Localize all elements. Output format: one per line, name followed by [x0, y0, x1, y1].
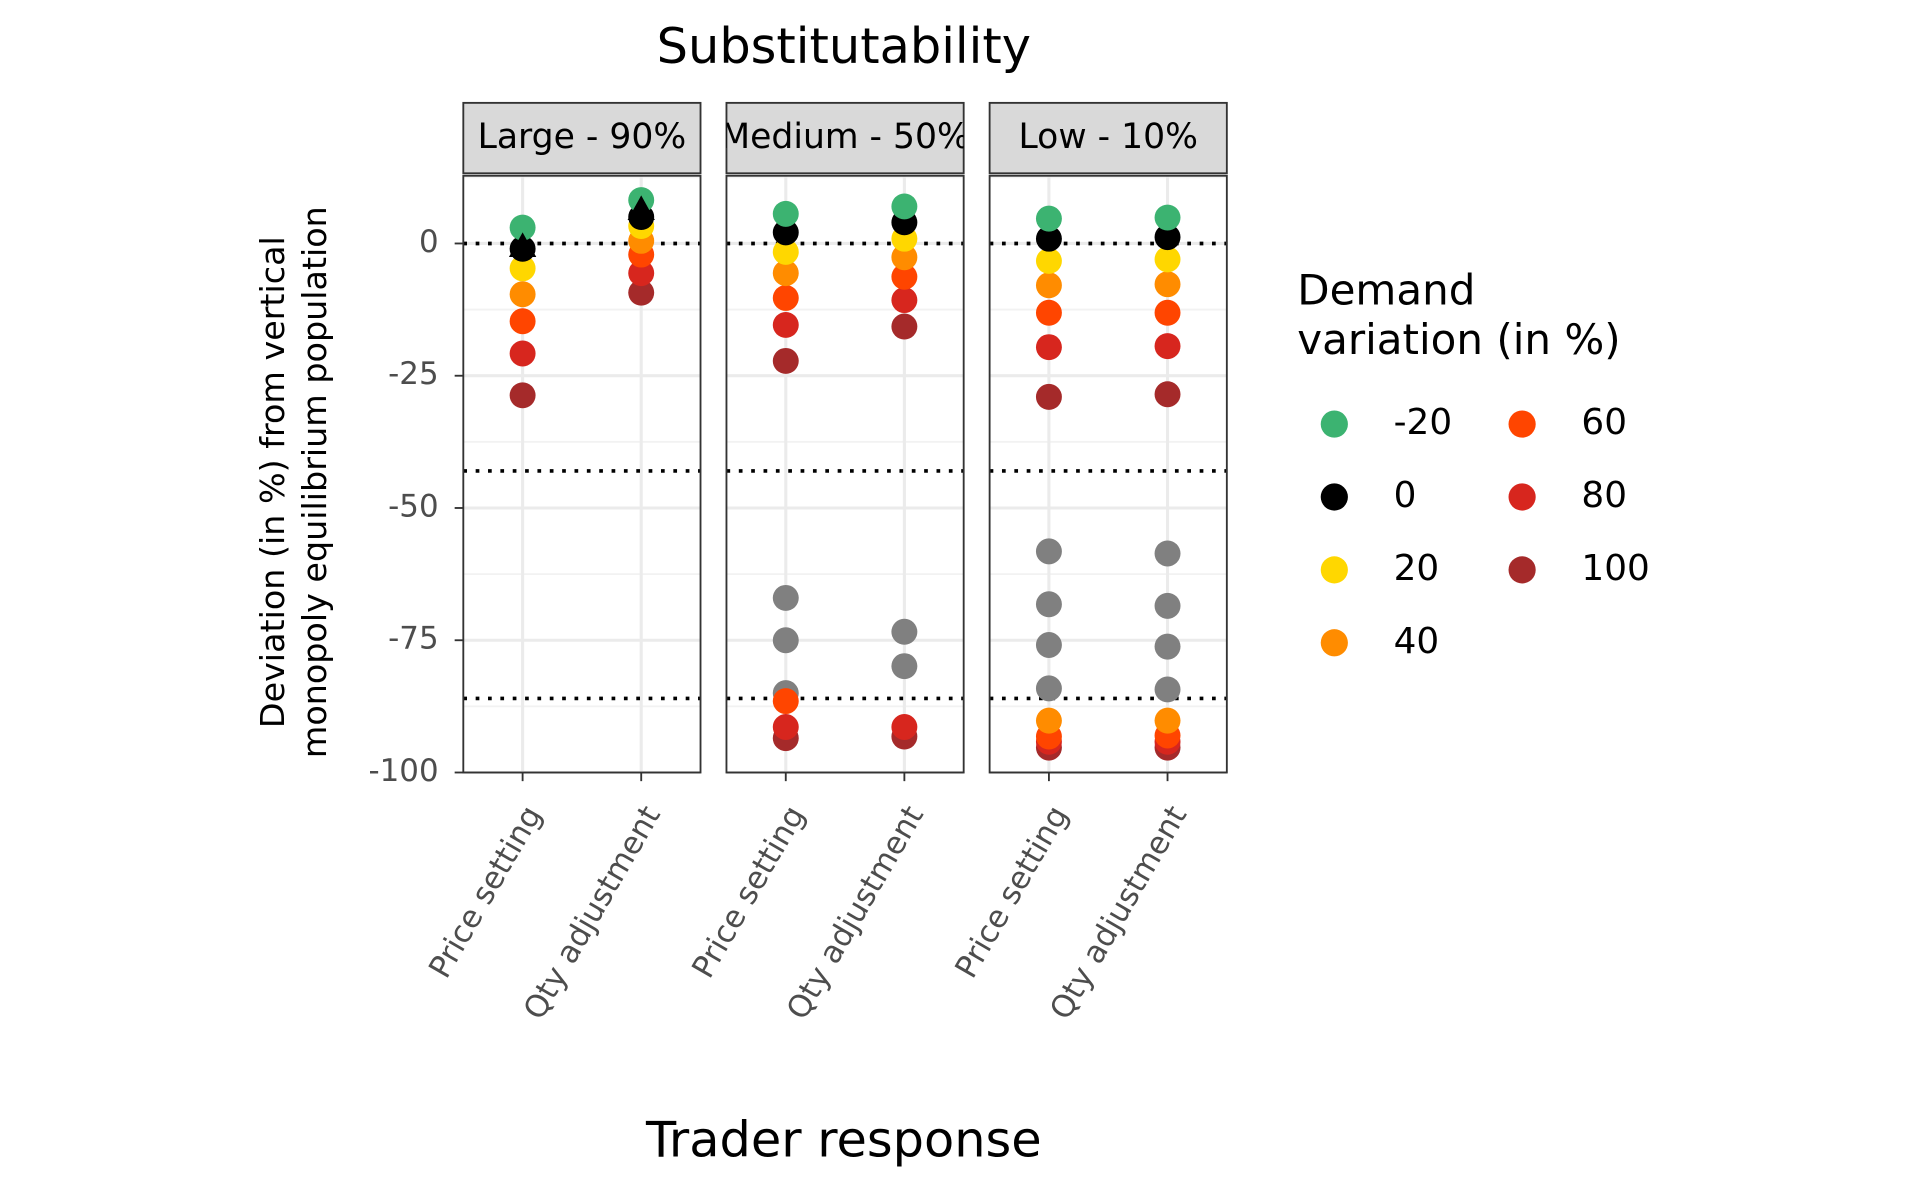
point: [772, 347, 799, 374]
point: [1035, 272, 1062, 299]
point: [1154, 271, 1181, 298]
panel-border: [725, 174, 965, 774]
y-axis-title: Deviation (in %) from vertical monopoly …: [253, 206, 334, 758]
point: [772, 714, 799, 740]
point: [628, 260, 655, 287]
point: [1035, 538, 1062, 565]
point: [1035, 299, 1062, 326]
point: [891, 653, 918, 680]
y-tick-label: -75: [388, 621, 438, 657]
point: [891, 244, 918, 271]
y-tick-label: 0: [419, 224, 439, 260]
x-tick-label: Price setting: [685, 800, 812, 984]
point: [1154, 204, 1181, 231]
point: [1154, 633, 1181, 660]
y-axis-title-line: Deviation (in %) from vertical: [253, 236, 292, 728]
point: [891, 287, 918, 314]
point: [1154, 676, 1181, 703]
point: [1035, 707, 1062, 734]
chart-title: Substitutability: [657, 17, 1031, 75]
triangle-point: [627, 195, 655, 221]
point: [1035, 205, 1062, 232]
panel-border: [988, 174, 1228, 774]
point: [509, 255, 536, 282]
legend-title: variation (in %): [1297, 315, 1620, 364]
point: [628, 279, 655, 306]
point: [891, 618, 918, 645]
point: [772, 284, 799, 311]
point: [1035, 675, 1062, 702]
point: [772, 260, 799, 287]
point: [1035, 632, 1062, 658]
y-tick-label: -100: [369, 753, 439, 789]
point: [509, 308, 536, 335]
point: [509, 214, 536, 241]
point: [1035, 247, 1062, 274]
point: [772, 311, 799, 338]
strip-label: Large - 90%: [478, 117, 687, 157]
legend-marker: [1320, 556, 1348, 584]
point: [891, 714, 918, 740]
point: [1154, 381, 1181, 408]
strip: [725, 101, 965, 175]
panel-border: [462, 174, 702, 774]
point: [509, 382, 536, 409]
legend-marker: [1320, 483, 1348, 511]
point: [1035, 591, 1062, 618]
strip-label: Low - 10%: [1019, 117, 1198, 157]
point: [1154, 224, 1181, 251]
point: [772, 627, 799, 654]
legend-label: 40: [1394, 621, 1440, 662]
point: [772, 200, 799, 227]
legend-label: 60: [1581, 402, 1627, 443]
y-tick-label: -25: [388, 356, 438, 392]
point: [891, 193, 918, 220]
point: [1154, 592, 1181, 619]
legend-marker: [1320, 629, 1348, 657]
legend-marker: [1508, 483, 1536, 511]
point: [1154, 299, 1181, 326]
legend-label: 20: [1394, 548, 1440, 589]
point: [891, 263, 918, 290]
point: [509, 281, 536, 308]
x-tick-label: Price setting: [422, 800, 549, 984]
point: [1154, 540, 1181, 567]
triangle-point: [509, 232, 537, 258]
point: [1035, 334, 1062, 361]
point: [891, 313, 918, 340]
legend-marker: [1320, 410, 1348, 438]
legend-marker: [1508, 556, 1536, 584]
strip: [988, 101, 1228, 175]
legend-label: 0: [1394, 475, 1417, 516]
x-axis-title: Trader response: [645, 1111, 1042, 1169]
legend-title: Demand: [1297, 266, 1475, 315]
strip: [462, 101, 702, 175]
point: [1035, 383, 1062, 410]
legend-marker: [1508, 410, 1536, 438]
point: [509, 340, 536, 367]
point: [772, 584, 799, 611]
point: [1154, 333, 1181, 360]
x-tick-label: Price setting: [948, 800, 1075, 984]
legend-label: 100: [1581, 548, 1649, 589]
point: [772, 688, 799, 715]
point: [772, 238, 799, 265]
point: [1154, 246, 1181, 273]
y-tick-label: -50: [388, 488, 438, 524]
legend-label: 80: [1581, 475, 1627, 516]
strip-label: Medium - 50%: [720, 117, 970, 157]
legend-label: -20: [1394, 402, 1452, 443]
y-axis-title-line: monopoly equilibrium population: [295, 206, 334, 758]
point: [1035, 225, 1062, 252]
point: [772, 219, 799, 246]
point: [1154, 707, 1181, 734]
